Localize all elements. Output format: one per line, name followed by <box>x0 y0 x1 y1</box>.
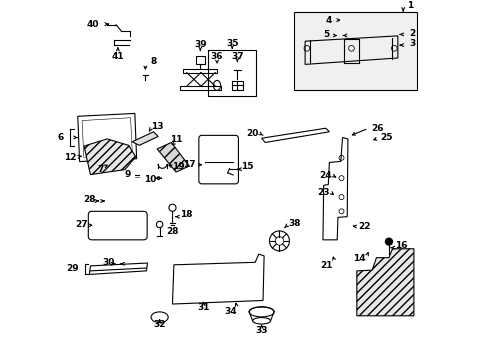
Text: 31: 31 <box>197 303 209 312</box>
Text: 18: 18 <box>180 210 192 219</box>
Text: 7: 7 <box>97 165 103 174</box>
Text: 5: 5 <box>323 30 329 39</box>
Text: 24: 24 <box>319 171 331 180</box>
Text: 28: 28 <box>83 195 95 204</box>
Text: 23: 23 <box>316 188 329 197</box>
Text: 4: 4 <box>325 16 331 25</box>
Text: 20: 20 <box>246 129 258 138</box>
Text: 12: 12 <box>64 153 77 162</box>
Text: 9: 9 <box>124 170 130 179</box>
Text: 15: 15 <box>241 162 253 171</box>
Text: 39: 39 <box>194 40 206 49</box>
Text: 29: 29 <box>66 264 79 273</box>
Text: 3: 3 <box>409 39 415 48</box>
Bar <box>231 81 242 90</box>
Text: 19: 19 <box>172 162 185 171</box>
Text: 32: 32 <box>153 320 165 329</box>
Text: 2: 2 <box>409 28 415 37</box>
Text: 40: 40 <box>87 19 99 28</box>
Text: 21: 21 <box>320 261 332 270</box>
Text: 1: 1 <box>406 1 412 10</box>
Text: 13: 13 <box>151 122 163 131</box>
Text: 37: 37 <box>231 52 243 61</box>
Text: 14: 14 <box>352 254 365 263</box>
Text: 25: 25 <box>380 133 392 142</box>
Text: 8: 8 <box>150 57 157 66</box>
Text: 17: 17 <box>183 160 195 169</box>
Text: 33: 33 <box>255 326 267 335</box>
Polygon shape <box>356 249 413 316</box>
Text: 36: 36 <box>210 52 223 61</box>
Text: 41: 41 <box>111 52 124 61</box>
Text: 16: 16 <box>394 241 407 250</box>
Bar <box>196 56 204 64</box>
Polygon shape <box>84 139 136 175</box>
Text: 10: 10 <box>143 175 156 184</box>
Text: 34: 34 <box>224 307 237 316</box>
Circle shape <box>385 238 392 245</box>
Text: 35: 35 <box>225 39 238 48</box>
Text: 22: 22 <box>357 222 369 231</box>
Bar <box>294 12 417 90</box>
Bar <box>208 50 256 96</box>
Text: 27: 27 <box>76 220 88 229</box>
Text: 26: 26 <box>370 124 383 133</box>
Text: 38: 38 <box>288 219 300 228</box>
Text: 28: 28 <box>166 227 178 236</box>
Text: 6: 6 <box>57 133 63 142</box>
Text: 30: 30 <box>102 258 114 267</box>
Polygon shape <box>132 132 158 145</box>
Text: 11: 11 <box>170 135 183 144</box>
Polygon shape <box>157 143 189 172</box>
